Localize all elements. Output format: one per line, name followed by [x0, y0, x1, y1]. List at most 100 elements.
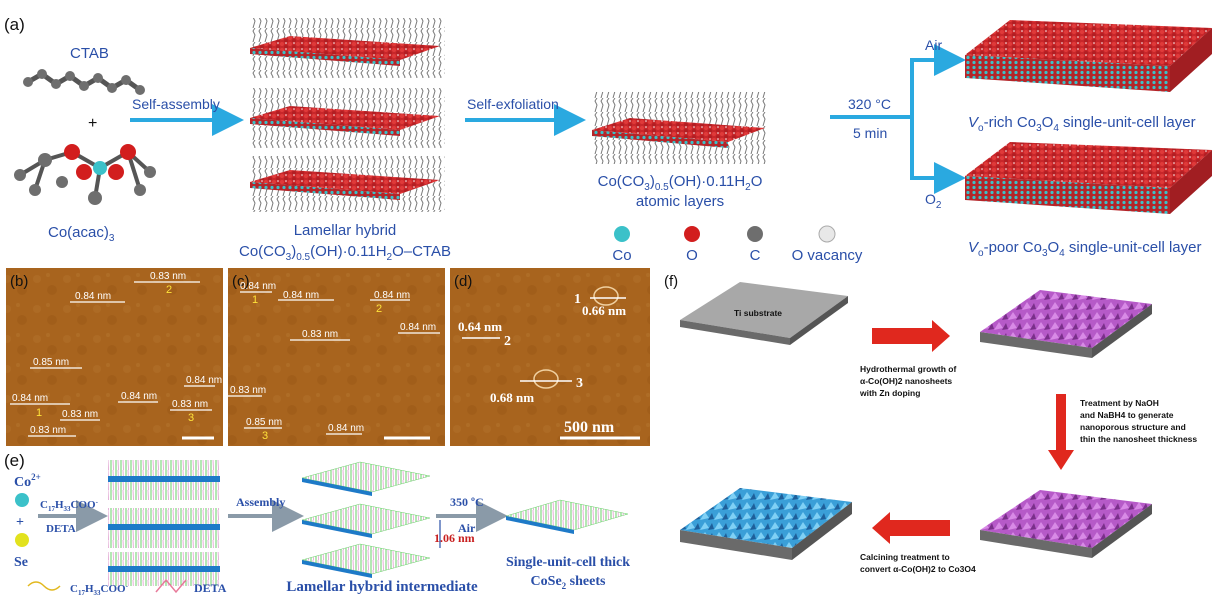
legend-o: O [686, 247, 698, 264]
f-step2-line3: nanoporous structure and [1080, 422, 1186, 432]
afm-b-num-1: 1 [36, 407, 42, 419]
lamellar-intermediate-label: Lamellar hybrid intermediate [286, 579, 478, 595]
afm-b-num-2: 2 [166, 284, 172, 296]
c-atom-swatch [747, 226, 763, 242]
afm-b-height-1: 0.83 nm [150, 271, 186, 282]
co-ion-sphere [15, 493, 29, 507]
f-step2-line1: Treatment by NaOH [1080, 398, 1159, 408]
afm-b-height-6: 0.83 nm [62, 409, 98, 420]
atom-legend: Co O C O vacancy [612, 225, 863, 264]
f-arrow-3 [872, 512, 950, 544]
ctab-molecule [23, 69, 145, 95]
panel-b-label: (b) [10, 273, 28, 290]
co-atom-swatch [614, 226, 630, 242]
f-step2-line2: and NaBH4 to generate [1080, 410, 1174, 420]
legend-deta: DETA [194, 581, 227, 595]
o2-label: O2 [925, 191, 942, 211]
deta-label: DETA [46, 523, 76, 535]
co-acac-molecule [14, 144, 156, 205]
lamellar-formula: Co(CO3)0.5(OH)·0.11H2O–CTAB [239, 243, 451, 263]
afm-c-height-8: 0.84 nm [328, 423, 364, 434]
ti-substrate [680, 282, 848, 345]
co3o4-sheets [680, 488, 852, 560]
temp-label: 320 °C [848, 96, 891, 112]
afm-c-height-2: 0.84 nm [283, 290, 319, 301]
e-lamellar-stack [301, 461, 431, 578]
afm-b-height-5: 0.84 nm [121, 391, 157, 402]
afm-c-height-4: 0.84 nm [400, 322, 436, 333]
afm-b-height-9: 0.83 nm [30, 425, 66, 436]
afm-b-height-3: 0.85 nm [33, 357, 69, 368]
f-step1-line2: α-Co(OH)2 nanosheets [860, 376, 952, 386]
air-label: Air [925, 37, 942, 53]
afm-c-num-1: 1 [252, 294, 258, 306]
afm-b-num-3: 3 [188, 412, 194, 424]
afm-d-num-3: 3 [576, 376, 583, 391]
atomic-formula: Co(CO3)0.5(OH)·0.11H2O [598, 173, 763, 193]
spacing-label: 1.06 nm [434, 531, 475, 545]
oleate-legend-swatch [27, 581, 61, 591]
e-air-label: Air [458, 521, 476, 535]
legend-co: Co [612, 247, 631, 264]
afm-d-height-1: 0.66 nm [582, 303, 626, 318]
f-arrow-1 [872, 320, 950, 352]
panel-c-afm: (c) 0.84 nm 1 0.84 nm 0.84 nm 2 0.84 nm … [228, 268, 445, 446]
afm-c-height-5: 0.83 nm [302, 329, 338, 340]
plus-sign: + [88, 115, 97, 132]
product-label-1: Single-unit-cell thick [506, 555, 630, 570]
afm-c-height-1: 0.84 nm [240, 281, 276, 292]
se-label: Se [14, 555, 28, 570]
f-arrow-2 [1048, 394, 1074, 470]
vo-poor-label: Vo-poor Co3O4 single-unit-cell layer [968, 239, 1201, 259]
afm-b-height-2: 0.84 nm [75, 291, 111, 302]
f-step3-line1: Calcining treatment to [860, 552, 950, 562]
afm-b-height-7: 0.84 nm [186, 375, 222, 386]
afm-b-height-4: 0.84 nm [12, 393, 48, 404]
atomic-layers-label: atomic layers [636, 193, 724, 210]
panel-b-afm: (b) 0.83 nm 2 0.84 nm 0.85 nm 0.84 nm 1 … [6, 268, 223, 446]
f-step3-line2: convert α-Co(OH)2 to Co3O4 [860, 564, 976, 574]
afm-d-height-3: 0.68 nm [490, 390, 534, 405]
lamellar-hybrid-stack [250, 18, 445, 212]
self-exfoliation-label: Self-exfoliation [467, 96, 559, 112]
o-atom-swatch [684, 226, 700, 242]
f-step1-line3: with Zn doping [859, 388, 920, 398]
cose2-sheet [505, 499, 629, 534]
atomic-layer [592, 92, 767, 164]
afm-d-scale-label: 500 nm [564, 419, 615, 436]
assembly-label: Assembly [236, 495, 285, 509]
f-step1-line1: Hydrothermal growth of [860, 364, 957, 374]
afm-d-num-2: 2 [504, 334, 511, 349]
panel-d-label: (d) [454, 273, 472, 290]
e-temp-label: 350 ºC [450, 495, 484, 509]
co-acac-label: Co(acac)3 [48, 224, 115, 244]
ti-substrate-label: Ti substrate [734, 308, 782, 318]
afm-b-height-8: 0.83 nm [172, 399, 208, 410]
afm-d-height-2: 0.64 nm [458, 319, 502, 334]
panel-c-label: (c) [232, 273, 250, 290]
co-ion-label: Co2+ [14, 472, 41, 490]
vo-poor-slab [965, 142, 1212, 214]
nanoporous-sheets [980, 490, 1152, 558]
afm-c-num-3: 3 [262, 430, 268, 442]
afm-c-height-7: 0.85 nm [246, 417, 282, 428]
panel-f-label: (f) [664, 273, 678, 290]
vacancy-swatch [818, 225, 836, 243]
ctab-label: CTAB [70, 45, 109, 62]
panel-d-afm: (d) 1 0.66 nm 0.64 nm 2 3 0.68 nm 500 nm [450, 268, 650, 446]
afm-d-num-1: 1 [574, 292, 581, 307]
f-step2-line4: thin the nanosheet thickness [1080, 434, 1197, 444]
afm-c-num-2: 2 [376, 303, 382, 315]
legend-oleate: C17H33COO- [70, 582, 129, 597]
panel-a-label: (a) [4, 15, 25, 34]
time-label: 5 min [853, 125, 887, 141]
vo-rich-label: Vo-rich Co3O4 single-unit-cell layer [968, 114, 1196, 134]
legend-vacancy: O vacancy [792, 247, 863, 264]
deta-legend-swatch [155, 578, 187, 594]
lamellar-title: Lamellar hybrid [294, 222, 397, 239]
self-assembly-label: Self-assembly [132, 96, 220, 112]
product-label-2: CoSe2 sheets [531, 574, 606, 591]
afm-c-height-6: 0.83 nm [230, 385, 266, 396]
se-sphere [15, 533, 29, 547]
